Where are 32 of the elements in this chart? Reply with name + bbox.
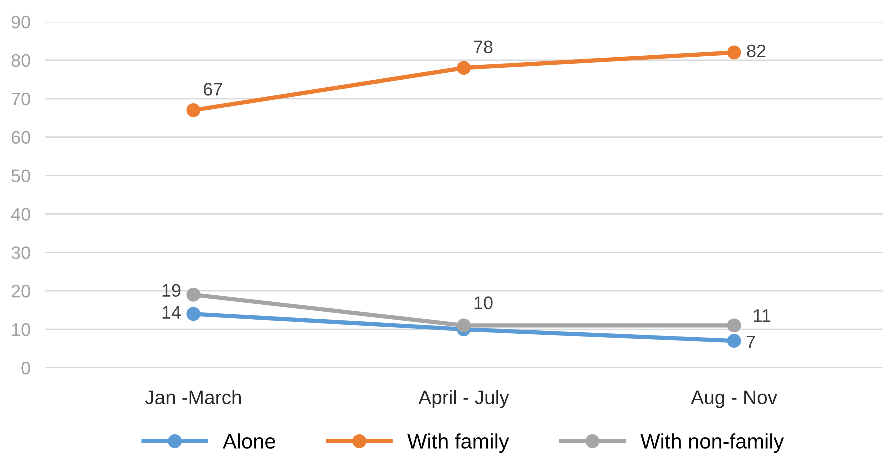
point xyxy=(186,288,201,302)
y-tick-label: 70 xyxy=(12,92,30,106)
y-tick-label: 30 xyxy=(12,246,30,260)
y-tick-label: 90 xyxy=(12,16,30,29)
point xyxy=(457,318,471,333)
data-label: 10 xyxy=(474,296,493,310)
x-tick-label: Aug - Nov xyxy=(691,390,778,408)
legend-label: Alone xyxy=(223,434,276,449)
y-tick-label: 50 xyxy=(12,170,30,182)
data-label: 11 xyxy=(754,310,771,322)
point xyxy=(186,103,201,118)
data-label: 7 xyxy=(746,336,756,349)
y-tick-label: 10 xyxy=(12,323,30,336)
y-tick-label: 20 xyxy=(12,285,30,298)
data-label: 19 xyxy=(162,284,181,298)
data-label: 82 xyxy=(747,44,766,58)
data-label: 14 xyxy=(162,306,181,319)
point xyxy=(457,61,471,76)
data-label: 78 xyxy=(474,40,493,54)
point xyxy=(186,307,201,322)
legend-label: With non-family xyxy=(640,434,784,454)
point xyxy=(727,318,742,333)
point xyxy=(727,334,742,348)
legend-label: With family xyxy=(408,434,510,454)
x-tick-label: Jan -March xyxy=(145,390,242,405)
y-tick-label: 0 xyxy=(22,362,30,375)
x-tick-label: April - July xyxy=(418,390,510,408)
data-label: 67 xyxy=(204,83,222,96)
point xyxy=(727,46,742,60)
y-tick-label: 40 xyxy=(11,208,30,221)
y-tick-label: 60 xyxy=(12,131,30,144)
y-tick-label: 80 xyxy=(12,54,30,68)
